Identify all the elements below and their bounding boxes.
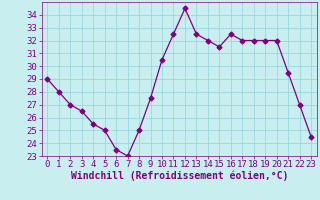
X-axis label: Windchill (Refroidissement éolien,°C): Windchill (Refroidissement éolien,°C)	[70, 171, 288, 181]
